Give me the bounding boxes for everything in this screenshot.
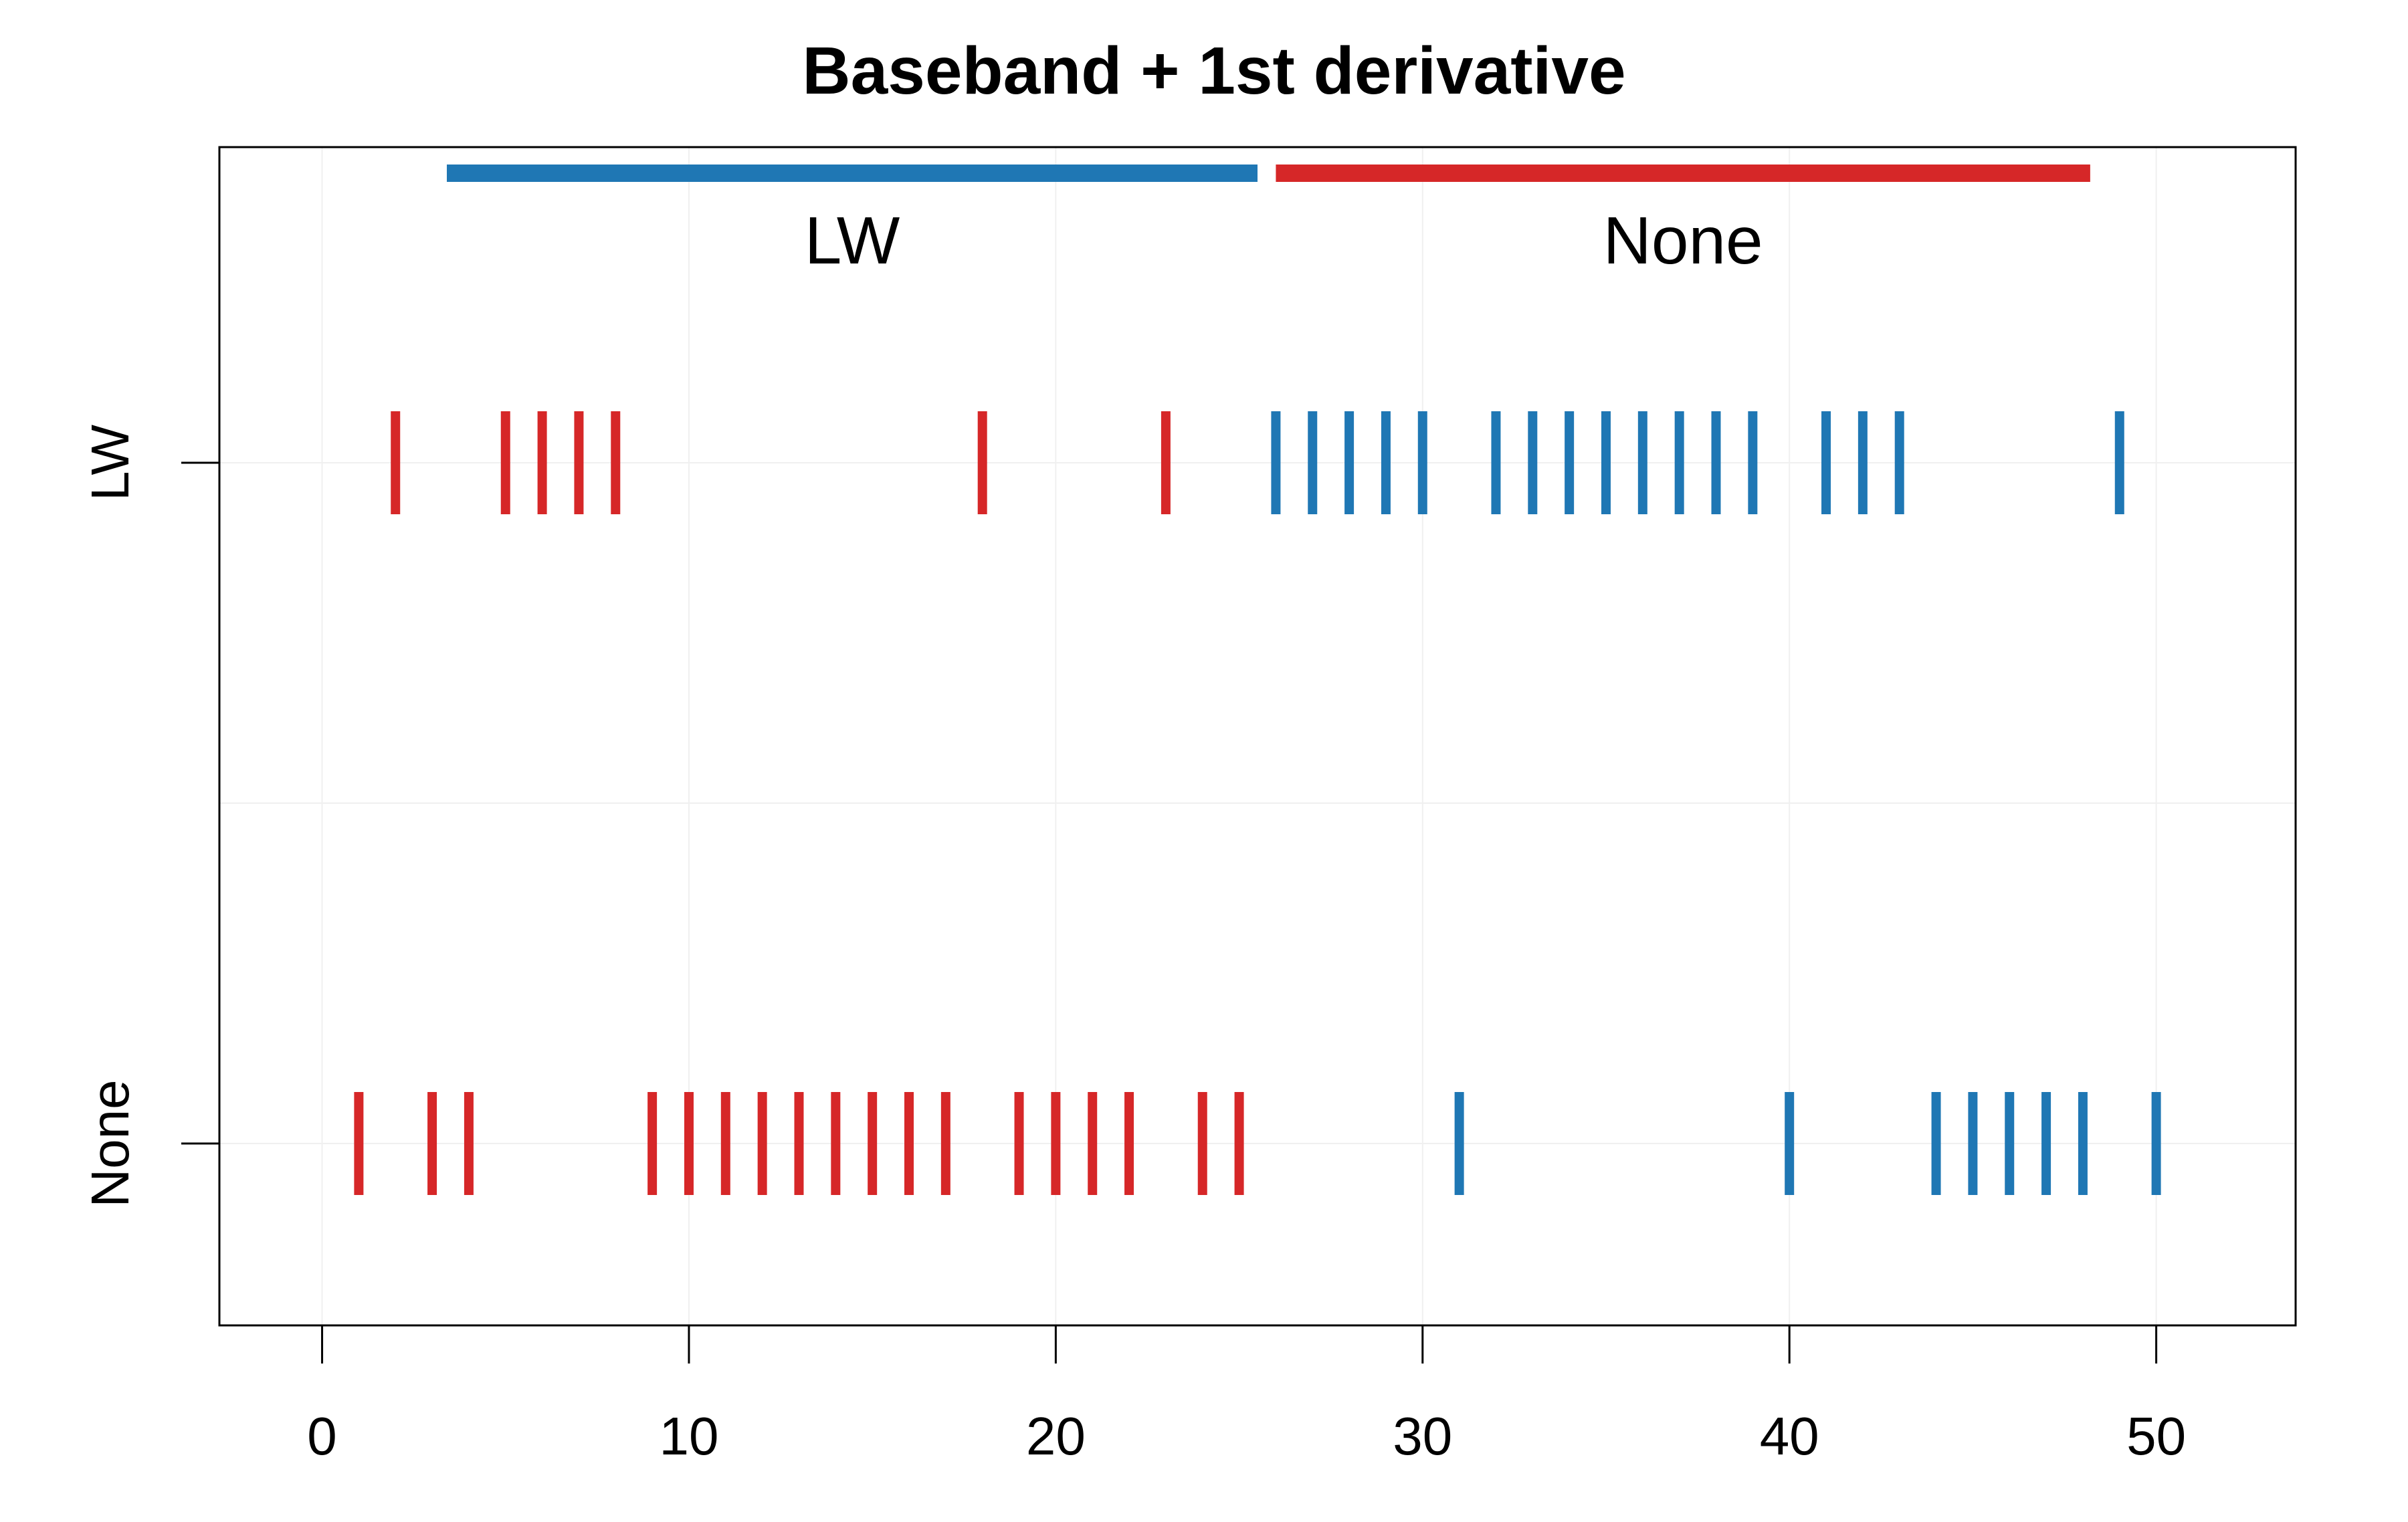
x-tick-label: 0 <box>307 1406 337 1466</box>
group-label: None <box>1603 203 1763 278</box>
x-tick-label: 40 <box>1760 1406 1819 1466</box>
x-tick-label: 10 <box>659 1406 718 1466</box>
x-axis: 0 10 20 30 40 50 <box>307 1325 2186 1466</box>
data-marks <box>354 411 2161 1195</box>
x-tick-label: 20 <box>1026 1406 1086 1466</box>
grid-layer <box>219 147 2296 1325</box>
y-axis: LW None <box>80 424 219 1208</box>
group-label: LW <box>805 203 900 278</box>
x-tick-label: 50 <box>2126 1406 2186 1466</box>
y-tick-label: LW <box>80 424 140 501</box>
chart-title: Baseband + 1st derivative <box>802 33 1625 108</box>
group-bars: LW None <box>447 165 2090 278</box>
y-tick-label: None <box>80 1079 140 1207</box>
plot-frame <box>218 146 2297 1327</box>
x-tick-label: 30 <box>1393 1406 1452 1466</box>
